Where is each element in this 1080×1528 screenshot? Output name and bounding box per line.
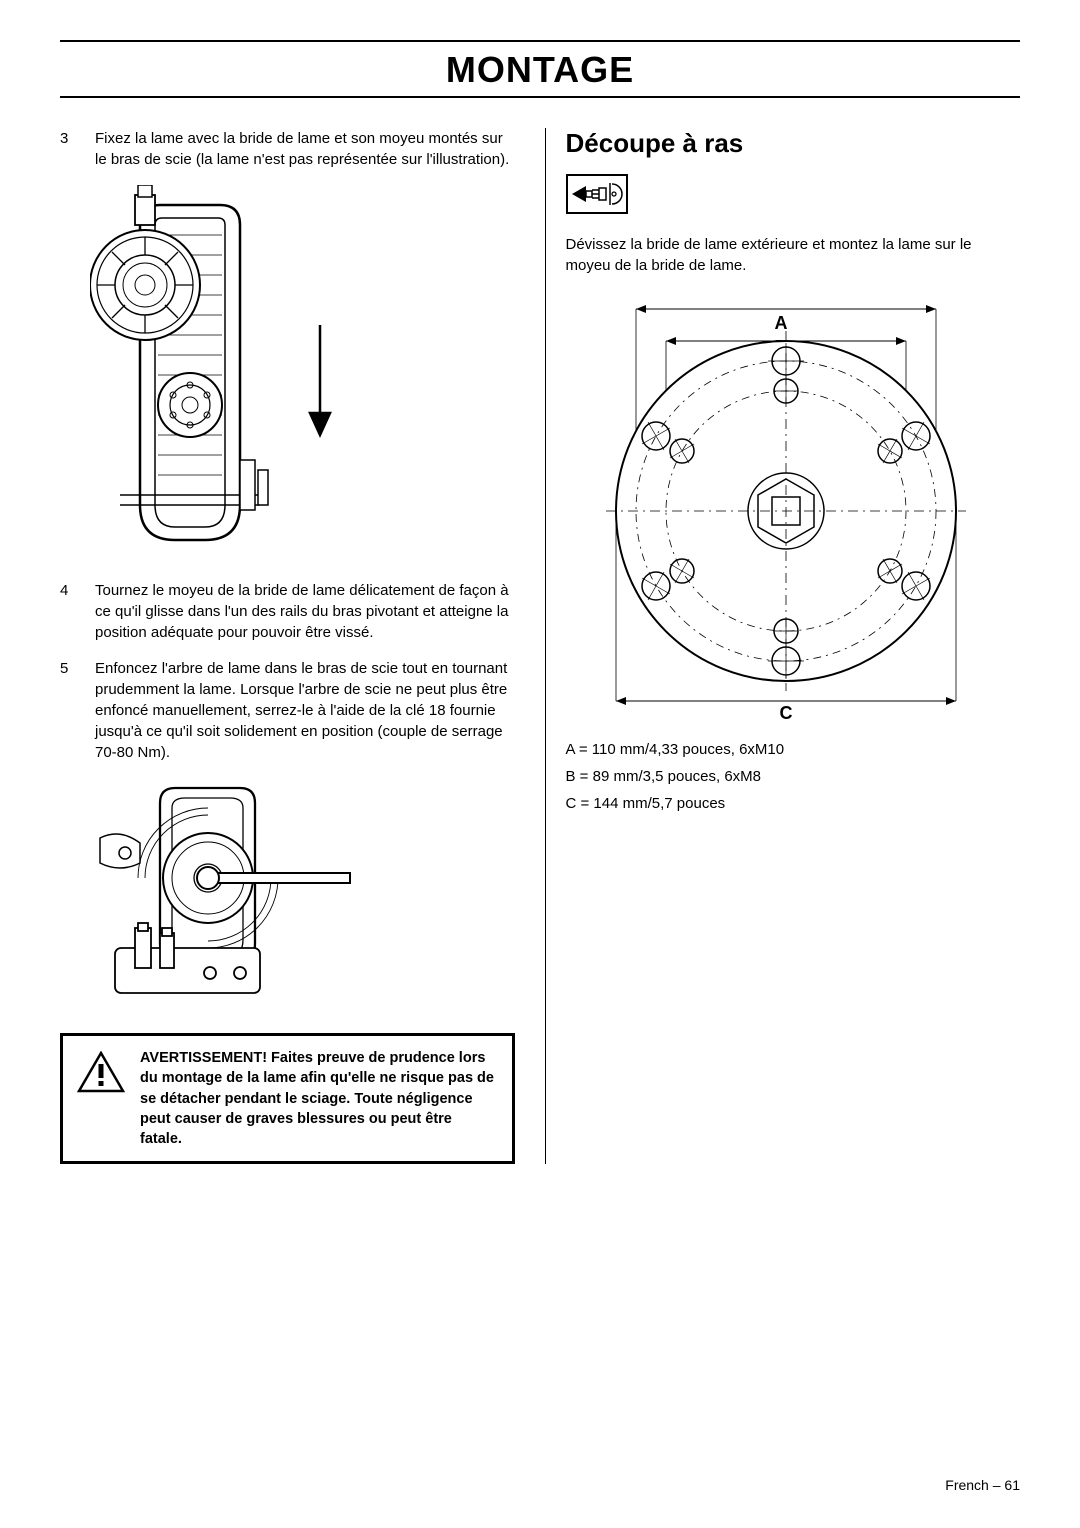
left-column: 3 Fixez la lame avec la bride de lame et… — [60, 128, 515, 1164]
section-title: Découpe à ras — [566, 128, 1021, 159]
diagram-step3 — [90, 185, 515, 560]
flush-cut-icon — [566, 174, 1021, 219]
page-title: MONTAGE — [60, 47, 1020, 93]
footer-sep: – — [989, 1477, 1005, 1493]
page-footer: French – 61 — [945, 1477, 1020, 1493]
step-text: Enfoncez l'arbre de lame dans le bras de… — [95, 658, 515, 763]
label-C: C — [779, 703, 792, 721]
right-column: Découpe à ras Dévissez la bride de lame … — [545, 128, 1021, 1164]
label-A: A — [774, 313, 787, 333]
step-5: 5 Enfoncez l'arbre de lame dans le bras … — [60, 658, 515, 763]
diagram-step5 — [90, 778, 515, 1013]
measure-B: B = 89 mm/3,5 pouces, 6xM8 — [566, 763, 1021, 790]
measure-C: C = 144 mm/5,7 pouces — [566, 790, 1021, 817]
flush-intro-text: Dévissez la bride de lame extérieure et … — [566, 234, 1021, 276]
content-area: 3 Fixez la lame avec la bride de lame et… — [60, 128, 1020, 1164]
step-number: 5 — [60, 658, 80, 763]
step-number: 3 — [60, 128, 80, 170]
measurements-list: A = 110 mm/4,33 pouces, 6xM10 B = 89 mm/… — [566, 736, 1021, 817]
step-4: 4 Tournez le moyeu de la bride de lame d… — [60, 580, 515, 643]
step-text: Fixez la lame avec la bride de lame et s… — [95, 128, 515, 170]
warning-icon — [77, 1051, 125, 1098]
step-number: 4 — [60, 580, 80, 643]
step-text: Tournez le moyeu de la bride de lame dél… — [95, 580, 515, 643]
footer-page: 61 — [1004, 1477, 1020, 1493]
warning-text: AVERTISSEMENT! Faites preuve de prudence… — [140, 1048, 498, 1149]
warning-box: AVERTISSEMENT! Faites preuve de prudence… — [60, 1033, 515, 1164]
step-3: 3 Fixez la lame avec la bride de lame et… — [60, 128, 515, 170]
flange-diagram: A B — [566, 291, 1021, 726]
measure-A: A = 110 mm/4,33 pouces, 6xM10 — [566, 736, 1021, 763]
footer-lang: French — [945, 1477, 989, 1493]
